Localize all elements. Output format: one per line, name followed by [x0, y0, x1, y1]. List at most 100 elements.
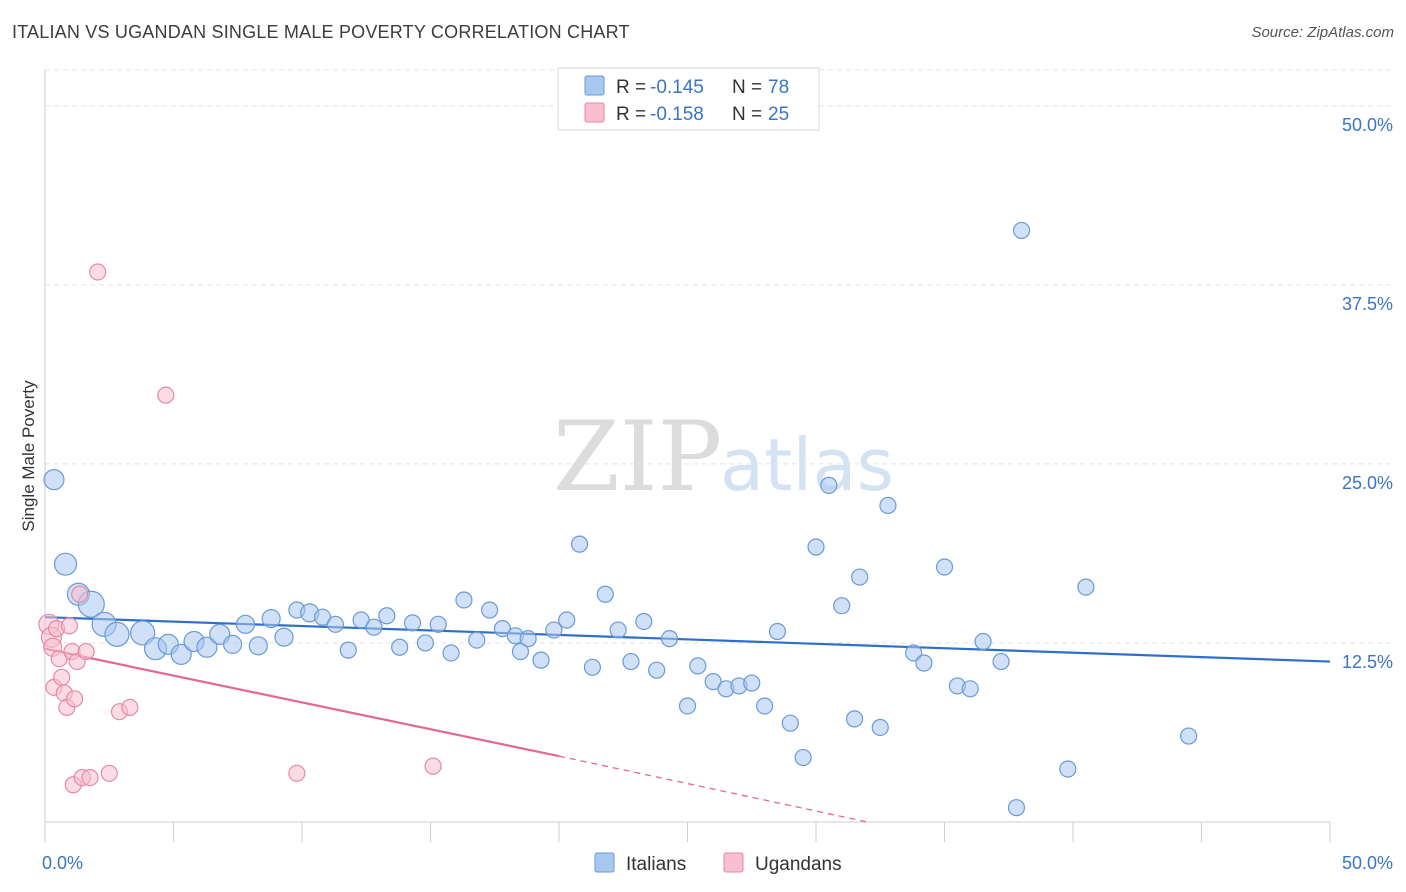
ylabel-group: Single Male Poverty [19, 380, 38, 532]
series-legend: Italians Ugandans [594, 852, 842, 875]
source-label: Source: ZipAtlas.com [1251, 24, 1394, 41]
legend-r-value-2: -0.158 [650, 104, 704, 125]
ugandans-point [50, 650, 68, 668]
x-tick-label-max: 50.0% [1342, 853, 1393, 873]
italians-point [833, 597, 851, 615]
trend-layer [44, 616, 1331, 823]
italians-point [196, 636, 218, 658]
italians-point [635, 612, 653, 631]
italians-point [339, 641, 357, 659]
italians-point [403, 614, 422, 632]
italians-point [1012, 221, 1031, 240]
italians-point [915, 654, 933, 672]
italians-point [807, 538, 825, 556]
y-tick-label: 37.5% [1342, 294, 1393, 314]
italians-point [235, 614, 256, 634]
italians-point [755, 697, 774, 715]
points-layer [38, 221, 1198, 817]
italians-point [609, 621, 627, 639]
grid-layer [45, 69, 1392, 644]
italians-point [442, 644, 460, 662]
ugandans-point [65, 690, 84, 708]
italians-point [879, 496, 897, 515]
italians-point [596, 585, 614, 603]
ugandans-point [71, 585, 89, 603]
italians-point [851, 568, 869, 586]
italians-point [743, 674, 761, 692]
ugandans-point [121, 698, 139, 717]
italians-point [660, 630, 679, 648]
y-tick-label: 12.5% [1342, 652, 1393, 672]
italians-point [704, 673, 722, 691]
ugandans-point [157, 386, 175, 404]
italians-point [935, 558, 954, 576]
italians-point [1077, 578, 1095, 596]
legend-n-value-2: 25 [768, 104, 789, 125]
ugandans-point [77, 642, 95, 661]
legend-swatch-ugandans [584, 102, 605, 123]
bottom-legend-swatch-ugandans [723, 852, 744, 873]
italians-point [313, 608, 332, 626]
ugandans-point [81, 768, 99, 787]
italians-trend-line [44, 616, 1331, 663]
legend-swatch-italians [584, 75, 605, 96]
italians-point [678, 697, 697, 715]
italians-point [130, 620, 156, 646]
ugandans-point [424, 757, 442, 775]
italians-point [905, 644, 923, 662]
italians-point [820, 476, 838, 494]
italians-point [519, 630, 537, 648]
italians-point [416, 634, 434, 652]
label-layer: 12.5% 25.0% 37.5% 50.0% 0.0% 50.0% [42, 115, 1393, 873]
ugandans-point [100, 764, 118, 782]
italians-point [170, 643, 192, 666]
bottom-legend-swatch-italians [594, 852, 615, 873]
italians-point [378, 607, 396, 625]
y-axis-label: Single Male Poverty [19, 380, 38, 532]
italians-point [1180, 727, 1198, 745]
italians-point [274, 627, 294, 647]
italians-point [558, 611, 576, 629]
italians-point [992, 652, 1010, 671]
legend-r-label-2: R = [616, 104, 646, 125]
italians-point [455, 591, 473, 609]
bottom-legend-ugandans: Ugandans [755, 854, 842, 875]
axis-layer [44, 70, 1331, 842]
italians-point [689, 657, 707, 675]
bottom-legend-italians: Italians [626, 854, 686, 875]
italians-point [845, 710, 864, 728]
italians-point [794, 748, 812, 767]
y-tick-label: 50.0% [1342, 115, 1393, 135]
italians-point [622, 652, 640, 671]
ugandans-point [288, 764, 306, 782]
italians-point [961, 680, 979, 698]
ugandans-trend-line [44, 647, 560, 758]
italians-point [648, 661, 666, 679]
italians-point [532, 651, 550, 669]
italians-point [429, 615, 447, 633]
italians-point [326, 615, 345, 633]
italians-point [352, 611, 370, 629]
italians-point [468, 631, 486, 649]
italians-point [104, 621, 130, 647]
italians-point [481, 601, 499, 619]
ugandans-point [60, 617, 79, 635]
stats-legend: R = -0.145 N = 78 R = -0.158 N = 25 [557, 67, 820, 131]
legend-r-value-1: -0.145 [650, 77, 704, 98]
italians-point [261, 609, 281, 629]
italians-point [53, 552, 78, 576]
italians-point [768, 622, 787, 641]
italians-point [1007, 799, 1026, 817]
italians-point [511, 642, 530, 661]
italians-point [43, 469, 65, 491]
watermark-zip: ZIP [553, 401, 722, 513]
x-tick-label-min: 0.0% [42, 853, 83, 873]
italians-point [545, 621, 563, 639]
italians-point [871, 718, 889, 737]
legend-n-label-1: N = [732, 77, 762, 98]
italians-point [391, 638, 409, 656]
italians-point [248, 636, 268, 656]
italians-point [583, 658, 602, 676]
ugandans-point [53, 668, 71, 686]
legend-n-value-1: 78 [768, 77, 789, 98]
